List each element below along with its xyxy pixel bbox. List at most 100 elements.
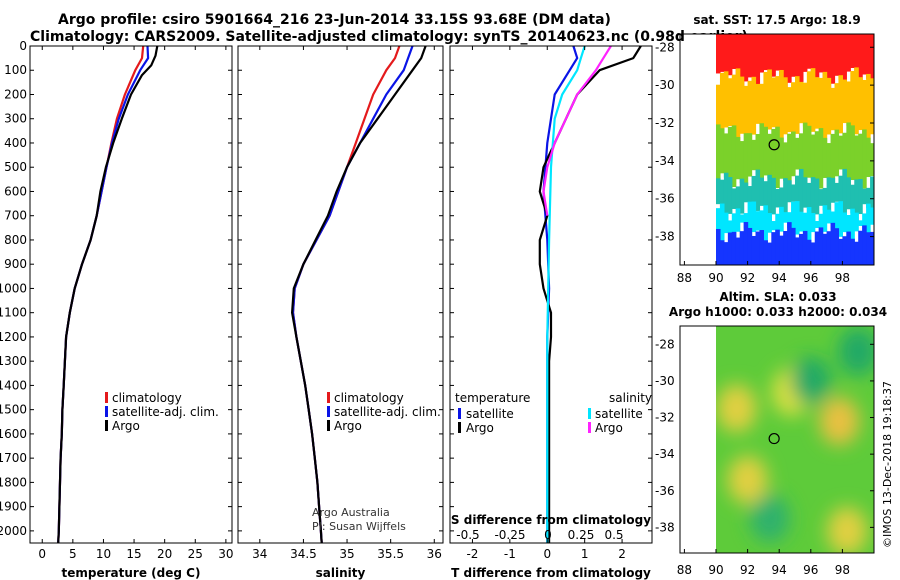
diff-legend-left-title: temperature [455,391,530,405]
sst-cell [755,134,761,179]
sst-cell [822,34,828,79]
sst-cell [775,213,780,237]
sst-cell [723,172,729,222]
sst-cell [735,208,741,232]
sla_map-ytick-label: -32 [655,411,675,425]
diff-legend-left-swatch-0 [458,408,461,419]
sst-cell [866,203,871,233]
sst-cell [826,34,832,89]
sst-cell [716,34,721,74]
sst-cell [870,78,874,135]
sst-cell [787,180,792,203]
sst-cell [743,213,749,229]
difference-xtick-label: 1 [581,547,589,561]
sst-cell [743,222,749,265]
depth-tick-label: 2000 [0,524,27,538]
sst_map-ytick-label: -36 [655,192,675,206]
sst-cell [739,231,745,265]
sst-cell [850,34,855,68]
sla-argo-marker [768,432,780,445]
sst-cell [719,128,725,174]
sst-cell [814,220,820,229]
sst-cell [739,141,745,184]
sst-cell [716,124,721,181]
sst-cell [779,187,784,213]
temperature-series-0 [57,45,145,544]
salinity-legend-swatch-0 [327,392,330,403]
sst-cell [795,201,800,235]
sst-cell [743,182,749,203]
sst-cell [834,129,840,177]
salinity-legend-label-2: Argo [334,419,362,433]
sst-cell [755,83,761,124]
sst-cell [747,186,753,203]
sst-cell [739,76,745,134]
depth-tick-label: 600 [4,184,27,198]
sst-cell [791,131,796,177]
sst-cell [783,231,788,265]
sst-cell [779,34,784,78]
sst-cell [783,34,788,88]
sst-cell [834,34,840,76]
sst-cell [846,177,851,210]
sst_map-xtick-label: 98 [835,271,850,285]
sla-map-frame [679,325,875,554]
sst-map [716,34,874,265]
diff-top-tick-label: 0 [544,528,552,542]
salinity-xtick-label: 34 [252,547,267,561]
sst-cell [767,69,772,130]
depth-tick-label: 500 [4,160,27,174]
sst-cell [854,212,859,232]
depth-tick-label: 100 [4,63,27,77]
diff-legend-left-swatch-1 [458,422,461,433]
sst-cell [716,208,721,241]
sla_map-ytick-label: -38 [655,520,675,534]
sst-cell [747,80,753,141]
sst-cell [854,67,859,135]
sst-cell [791,184,796,202]
sst_map-ytick-label: -28 [655,40,675,54]
depth-tick-label: 1500 [0,403,27,417]
sst-cell [755,231,761,265]
sst-cell [838,135,843,170]
sst-cell [838,34,843,81]
sst-cell [858,179,863,215]
sst-cell [743,85,749,134]
sst-cell [795,76,800,134]
sst-cell [834,228,840,265]
sst-cell [858,133,863,190]
sst-cell [814,178,820,215]
depth-tick-label: 1900 [0,500,27,514]
sst-cell [727,220,733,233]
depth-tick-label: 900 [4,257,27,271]
sst-cell [806,34,812,69]
sla_map-xtick-label: 88 [677,563,692,577]
sst-cell [838,201,843,237]
sst-cell [798,81,804,124]
sst-cell [735,34,741,78]
sst-cell [731,34,737,69]
sla-blob-7 [838,327,874,376]
diff-top-tick-label: -0.25 [494,528,525,542]
sst-cell [783,178,788,213]
sst-cell [850,238,855,265]
sst-cell [858,230,863,265]
sst-cell [806,71,812,136]
difference-xtick-label: 2 [618,547,626,561]
temperature-frame [29,45,233,544]
sst-cell [735,68,741,142]
temperature-xtick-label: 15 [126,547,141,561]
sst-cell [822,187,828,211]
diff-legend-left-label-0: satellite [466,407,514,421]
sst-cell [795,175,800,213]
sst-cell [798,34,804,84]
sst-cell [802,230,808,265]
sst-cell [830,133,836,184]
depth-tick-label: 1200 [0,330,27,344]
sla_map-xtick-label: 96 [803,563,818,577]
sst-cell [830,87,836,131]
sst-cell [791,201,796,239]
sst-cell [870,143,874,177]
sst-cell [870,34,874,89]
